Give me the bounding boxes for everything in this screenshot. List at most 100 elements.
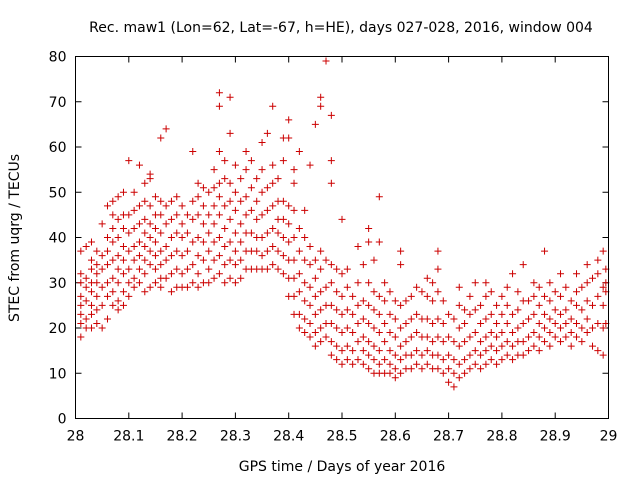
data-point xyxy=(359,315,367,323)
data-point xyxy=(258,188,266,196)
data-point xyxy=(423,347,431,355)
data-point xyxy=(306,333,314,341)
data-point xyxy=(146,234,154,241)
data-point xyxy=(183,247,191,255)
data-point xyxy=(189,238,197,246)
data-point xyxy=(573,333,581,341)
data-point xyxy=(397,342,405,350)
data-point xyxy=(141,288,149,296)
data-point xyxy=(215,270,223,278)
data-point xyxy=(141,256,149,264)
data-point xyxy=(327,319,335,327)
data-point xyxy=(141,270,149,278)
data-point xyxy=(434,288,442,296)
data-point xyxy=(109,288,117,296)
data-point xyxy=(498,292,506,300)
data-point xyxy=(535,333,543,341)
data-point xyxy=(562,319,570,327)
data-point xyxy=(567,329,575,337)
data-point xyxy=(103,261,111,269)
data-point xyxy=(503,351,511,359)
data-point xyxy=(231,279,239,287)
data-point xyxy=(205,279,213,287)
data-point xyxy=(546,297,554,305)
data-point xyxy=(551,333,559,341)
data-point xyxy=(338,215,346,223)
data-point xyxy=(130,243,138,251)
data-point xyxy=(269,224,277,232)
data-point xyxy=(135,161,143,169)
data-point xyxy=(466,351,474,359)
data-point xyxy=(546,315,554,323)
data-point xyxy=(343,324,351,332)
data-point xyxy=(221,224,229,232)
data-point xyxy=(386,347,394,355)
data-point xyxy=(349,347,357,355)
data-point xyxy=(279,157,287,165)
data-point xyxy=(87,238,95,246)
data-point xyxy=(205,265,213,273)
data-point xyxy=(306,301,314,309)
data-point xyxy=(423,360,431,368)
data-point xyxy=(221,202,229,210)
data-point xyxy=(77,310,85,318)
data-point xyxy=(551,306,559,314)
data-point xyxy=(93,270,101,278)
data-point xyxy=(338,347,346,355)
data-point xyxy=(418,365,426,373)
data-point xyxy=(194,234,202,241)
data-point xyxy=(599,247,607,255)
data-point xyxy=(439,319,447,327)
data-point xyxy=(343,306,351,314)
data-point xyxy=(263,184,271,192)
data-point xyxy=(535,319,543,327)
data-point xyxy=(594,256,602,264)
data-point xyxy=(210,274,218,282)
data-point xyxy=(237,274,245,282)
data-point xyxy=(93,306,101,314)
data-point xyxy=(258,211,266,219)
data-point xyxy=(215,102,223,110)
data-point xyxy=(493,301,501,309)
data-point xyxy=(151,238,159,246)
data-point xyxy=(114,265,122,273)
data-point xyxy=(365,238,373,246)
data-point xyxy=(386,360,394,368)
data-point xyxy=(167,252,175,260)
data-point xyxy=(381,356,389,364)
data-point xyxy=(189,215,197,223)
data-point xyxy=(242,166,250,174)
data-point xyxy=(461,319,469,327)
data-point xyxy=(253,247,261,255)
data-point xyxy=(370,356,378,364)
data-point xyxy=(493,347,501,355)
data-point xyxy=(247,206,255,214)
data-point xyxy=(493,360,501,368)
data-point xyxy=(530,279,538,287)
data-point xyxy=(413,329,421,337)
data-point xyxy=(365,351,373,359)
data-point xyxy=(455,342,463,350)
data-point xyxy=(466,310,474,318)
data-point xyxy=(573,288,581,296)
data-point xyxy=(381,319,389,327)
data-point xyxy=(135,220,143,228)
data-point xyxy=(151,279,159,287)
data-point xyxy=(589,274,597,282)
data-point xyxy=(114,193,122,201)
data-point xyxy=(391,374,399,382)
data-point xyxy=(525,333,533,341)
data-point xyxy=(183,229,191,237)
data-point xyxy=(455,374,463,382)
data-point xyxy=(279,234,287,241)
data-point xyxy=(210,202,218,210)
data-point xyxy=(162,243,170,251)
data-point xyxy=(226,274,234,282)
data-point xyxy=(397,261,405,269)
data-point xyxy=(557,324,565,332)
data-point xyxy=(215,148,223,156)
data-point xyxy=(162,274,170,282)
data-point xyxy=(557,338,565,346)
data-point xyxy=(141,243,149,251)
data-point xyxy=(77,333,85,341)
